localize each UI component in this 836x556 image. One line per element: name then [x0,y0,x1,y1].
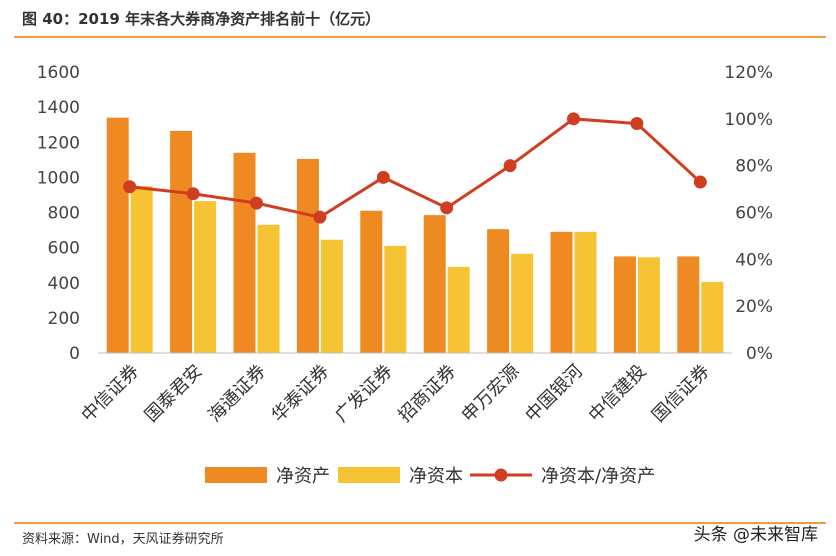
bar-net-assets [106,117,129,353]
x-category-label: 国泰君安 [141,361,207,427]
bar-series [106,117,724,353]
x-category-label: 中国银河 [521,361,587,427]
y-left-tick-label: 1600 [37,63,80,83]
legend-label-ratio: 净资本/净资产 [541,466,655,487]
source-note: 资料来源：Wind，天风证券研究所 [22,532,224,547]
y-left-tick-label: 1200 [37,133,80,153]
figure-title: 图 40：2019 年末各大券商净资产排名前十（亿元） [22,10,381,28]
y-left-tick-label: 0 [69,344,80,364]
chart: 0 200 400 600 800 1000 1200 1400 1600 0% 20% 40% 60… [37,63,773,487]
bar-net-capital [447,266,470,353]
legend-swatch-net-assets [205,467,267,483]
x-category-label: 申万宏源 [458,361,524,427]
y-left-tick-label: 200 [48,309,80,329]
bar-net-capital [257,224,280,353]
ratio-point [376,170,390,184]
x-category-label: 招商证券 [394,361,460,427]
y-left-tick-label: 400 [48,274,80,294]
bar-net-assets [360,210,383,353]
watermark: 头条 @未来智库 [693,525,818,545]
bar-net-capital [384,245,407,353]
x-category-label: 中信证券 [77,361,143,427]
x-category-label: 国信证券 [648,361,714,427]
y-right-tick-label: 80% [735,157,773,177]
ratio-line-series [123,112,707,224]
bar-net-assets [677,256,700,353]
ratio-point [440,201,454,215]
bar-net-capital [574,231,597,353]
top-rule [14,36,826,38]
legend-marker-ratio [494,468,508,482]
ratio-point [567,112,580,126]
bar-net-assets [233,152,256,353]
y-left-tick-label: 600 [48,239,80,259]
ratio-point [123,180,137,194]
x-category-label: 广发证券 [331,361,397,427]
y-right-tick-label: 120% [724,63,773,83]
bar-net-capital [130,186,153,353]
y-right-tick-label: 60% [735,204,773,224]
ratio-point [503,159,517,173]
x-category-label: 海通证券 [204,361,270,427]
bar-net-capital [194,201,217,353]
bar-net-assets [550,231,573,353]
y-axis-left: 0 200 400 600 800 1000 1200 1400 1600 [37,63,80,364]
y-axis-right: 0% 20% 40% 60% 80% 100% 120% [724,63,773,364]
bar-net-capital [701,281,724,353]
bottom-rule [14,522,826,524]
ratio-point [630,117,644,131]
y-left-tick-label: 1400 [37,98,80,118]
bar-net-capital [320,239,343,353]
ratio-point [186,187,200,201]
x-category-label: 中信建投 [585,361,651,427]
y-right-tick-label: 20% [735,297,773,317]
legend: 净资产 净资本 净资本/净资产 [205,466,655,487]
ratio-point [313,210,327,224]
y-right-tick-label: 40% [735,250,773,270]
bar-net-assets [170,130,193,353]
x-category-label: 华泰证券 [268,361,334,427]
ratio-point [693,175,707,189]
ratio-line [129,117,702,219]
legend-label-net-capital: 净资本 [409,466,463,487]
bar-net-capital [511,253,534,353]
bar-net-assets [613,256,636,353]
y-left-tick-label: 1000 [37,168,80,188]
bar-net-assets [487,229,510,353]
legend-label-net-assets: 净资产 [276,466,330,487]
bar-net-capital [637,257,660,353]
y-left-tick-label: 800 [48,204,80,224]
legend-swatch-net-capital [338,467,400,483]
bar-net-assets [423,215,446,353]
y-right-tick-label: 100% [724,110,773,130]
y-right-tick-label: 0% [746,344,773,364]
ratio-point [250,196,263,210]
bar-net-assets [296,158,319,353]
